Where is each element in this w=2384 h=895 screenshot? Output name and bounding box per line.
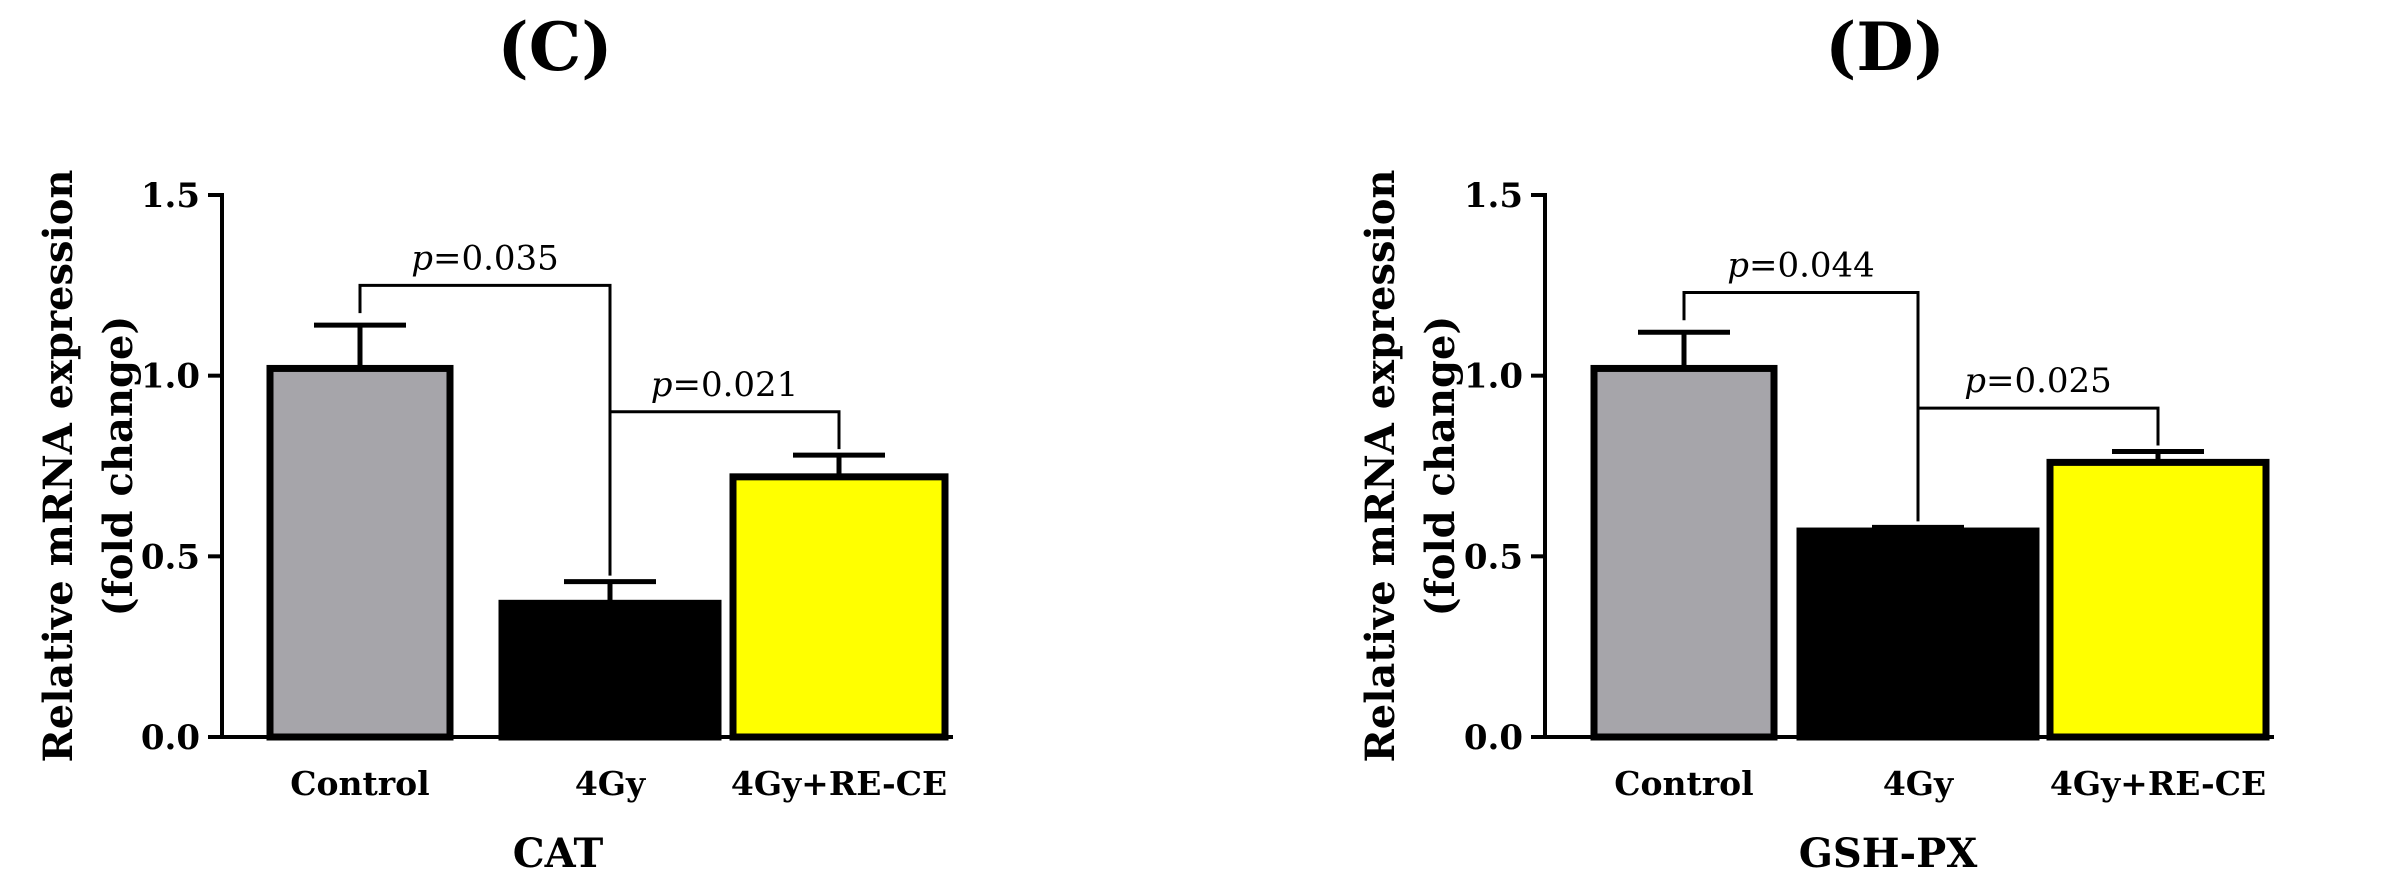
y-tick-label: 1.0 xyxy=(1464,357,1523,397)
significance-bracket xyxy=(608,410,841,570)
panel-label: (C) xyxy=(498,8,613,86)
x-axis-title: GSH-PX xyxy=(1799,830,1978,877)
p-value-label: p=0.025 xyxy=(1964,361,2112,401)
y-tick-label: 0.5 xyxy=(141,537,200,577)
y-axis-title-line: Relative mRNA expression xyxy=(1357,170,1404,763)
y-axis-title-line: (fold change) xyxy=(95,316,142,617)
chart-panel-d: (D) Relative mRNA expression (fold change)… xyxy=(1357,8,2274,877)
category-label: Control xyxy=(1614,764,1753,803)
y-tick-label: 1.0 xyxy=(141,357,200,397)
p-value-label: p=0.044 xyxy=(1727,246,1875,286)
bar-control xyxy=(266,364,454,741)
chart-panel-c: (C) Relative mRNA expression (fold change)… xyxy=(35,8,953,877)
p-value: =0.025 xyxy=(1986,361,2112,401)
category-label: 4Gy xyxy=(1883,764,1954,803)
category-label: 4Gy+RE-CE xyxy=(2050,764,2266,803)
p-value-label: p=0.021 xyxy=(651,365,799,405)
p-value: =0.021 xyxy=(672,365,798,405)
p-symbol: p xyxy=(1727,246,1749,286)
y-tick-label: 1.5 xyxy=(1464,176,1523,216)
p-symbol: p xyxy=(1964,361,1986,401)
category-label: 4Gy+RE-CE xyxy=(731,764,947,803)
y-tick-label: 1.5 xyxy=(141,176,200,216)
p-symbol: p xyxy=(411,238,433,278)
p-symbol: p xyxy=(651,365,673,405)
y-tick-label: 0.0 xyxy=(1464,718,1523,758)
p-value-label: p=0.035 xyxy=(411,238,559,278)
bar-4gy xyxy=(498,599,722,741)
y-axis-title-line: (fold change) xyxy=(1417,316,1464,617)
panel-label: (D) xyxy=(1825,8,1945,86)
bar-control xyxy=(1590,364,1778,741)
bar-4gy xyxy=(1796,527,2040,741)
y-axis-title-line: Relative mRNA expression xyxy=(35,170,82,763)
category-label: 4Gy xyxy=(575,764,646,803)
x-axis-title: CAT xyxy=(513,830,604,877)
y-tick-label: 0.0 xyxy=(141,718,200,758)
category-label: Control xyxy=(290,764,429,803)
bar-4gy-re-ce xyxy=(2046,458,2270,741)
p-value: =0.044 xyxy=(1749,246,1875,286)
significance-bracket xyxy=(1916,406,2160,516)
bar-4gy-re-ce xyxy=(729,473,949,741)
p-value: =0.035 xyxy=(433,238,559,278)
y-tick-label: 0.5 xyxy=(1464,537,1523,577)
